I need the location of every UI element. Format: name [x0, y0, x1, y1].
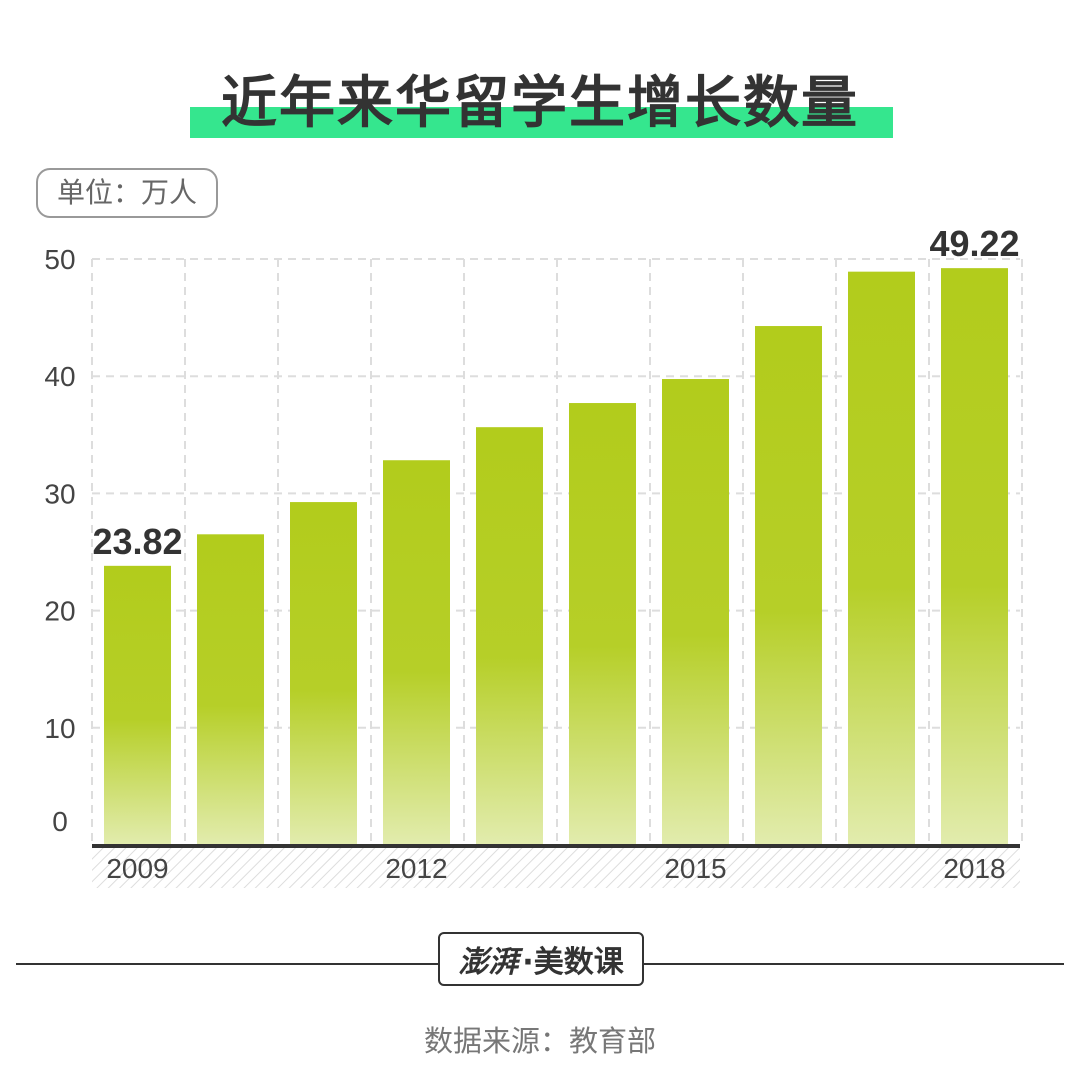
y-tick-label: 30 [44, 478, 75, 509]
bar-2009 [104, 565, 171, 845]
y-tick-label: 10 [44, 713, 75, 744]
bar-2011 [290, 502, 357, 845]
bar-2014 [569, 403, 636, 845]
logo-brush: 澎湃 [458, 945, 519, 980]
y-tick-label: 50 [44, 244, 75, 275]
bar-2015 [662, 379, 729, 845]
data-label: 23.82 [92, 521, 182, 562]
data-label: 49.22 [929, 223, 1019, 264]
logo: 澎湃 ·美数课 [438, 932, 644, 986]
x-axis-band [92, 848, 1020, 888]
bar-2017 [848, 271, 915, 845]
chart-title: 近年来华留学生增长数量 [221, 71, 859, 136]
y-tick-label: 0 [52, 806, 68, 837]
x-tick-label: 2018 [943, 853, 1005, 884]
unit-label: 单位：万人 [36, 168, 218, 218]
x-tick-label: 2015 [664, 853, 726, 884]
data-source: 数据来源：教育部 [423, 1024, 656, 1058]
y-tick-label: 40 [44, 361, 75, 392]
bar-2010 [197, 534, 264, 845]
x-tick-label: 2009 [106, 853, 168, 884]
bar-2016 [755, 326, 822, 845]
bar-2018 [941, 268, 1008, 845]
x-tick-label: 2012 [385, 853, 447, 884]
bar-2013 [476, 427, 543, 845]
y-tick-label: 20 [44, 596, 75, 627]
divider-left [16, 963, 438, 965]
bar-2012 [383, 460, 450, 845]
title-highlight [190, 107, 893, 138]
divider-right [644, 963, 1064, 965]
